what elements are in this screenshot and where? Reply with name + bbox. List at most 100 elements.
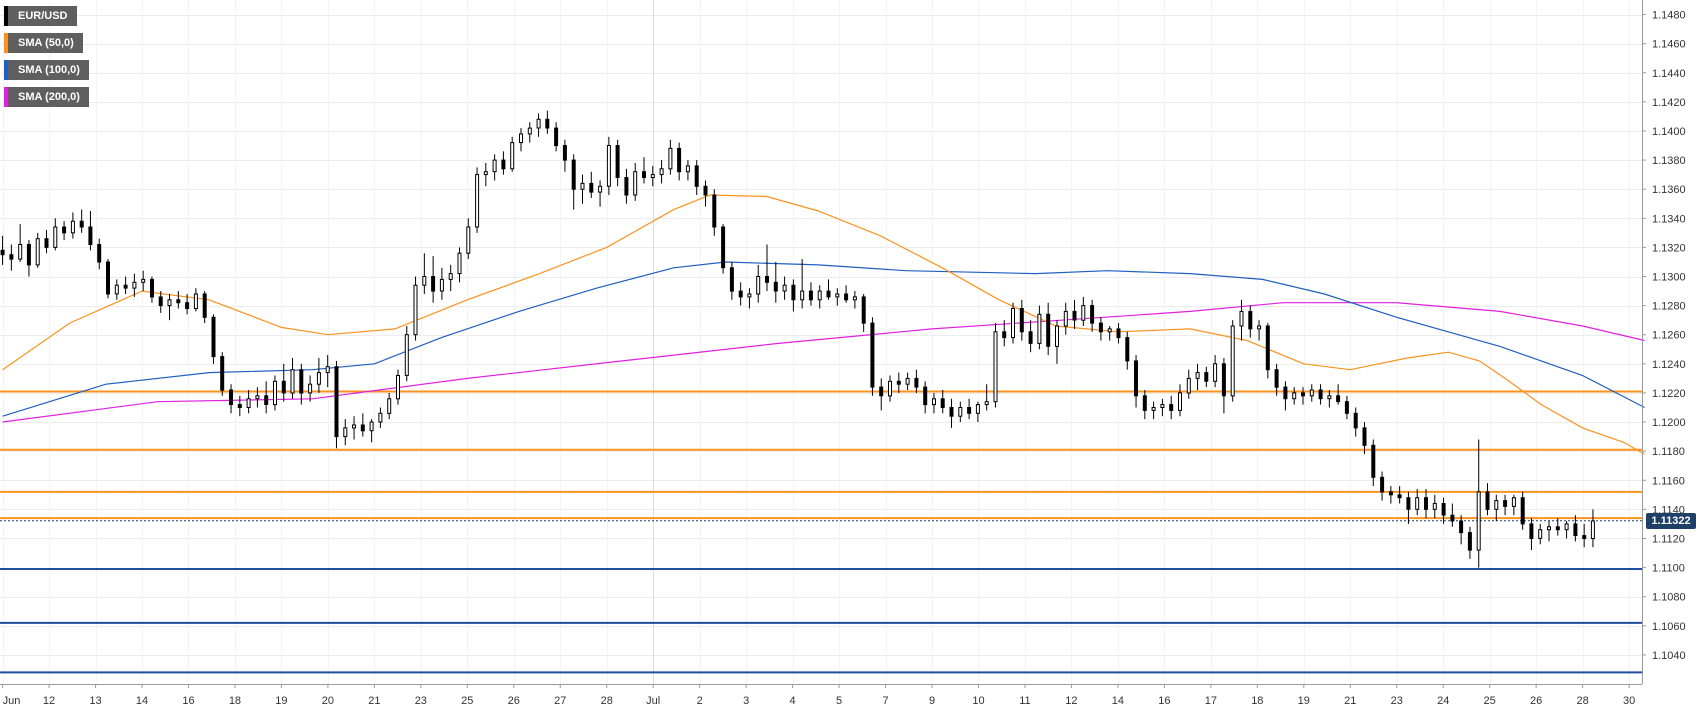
candle-bearish <box>1503 500 1508 507</box>
candle-bearish <box>545 118 550 129</box>
candle-bearish <box>185 302 190 310</box>
candle-bullish <box>650 174 655 179</box>
candle-bullish <box>580 182 585 190</box>
candle-bullish <box>1538 529 1543 539</box>
y-tick-label: 1.1420 <box>1652 97 1686 109</box>
candle-bearish <box>431 276 436 292</box>
x-tick-label: 30 <box>1623 695 1635 707</box>
candle-bearish <box>826 290 831 298</box>
sma-100-line <box>2 261 1645 417</box>
candle-bullish <box>747 293 752 298</box>
candle-bearish <box>1397 494 1402 499</box>
candle-bearish <box>123 284 128 289</box>
candle-bearish <box>1353 412 1358 429</box>
candle-bullish <box>536 118 541 129</box>
candle-bearish <box>712 194 717 228</box>
x-tick-label: Jun <box>3 695 21 707</box>
legend-eurusd[interactable]: EUR/USD <box>4 6 77 26</box>
candle-bearish <box>721 226 726 269</box>
candle-bullish <box>246 398 251 408</box>
candle-bullish <box>422 276 427 286</box>
candle-bullish <box>1011 308 1015 339</box>
candle-bearish <box>624 177 629 196</box>
candle-bearish <box>940 398 945 408</box>
x-tick-label: 21 <box>368 695 380 707</box>
candle-bullish <box>413 284 418 336</box>
candle-bearish <box>501 159 506 170</box>
legend-sma-50[interactable]: SMA (50,0) <box>4 33 83 53</box>
candle-bullish <box>685 165 690 173</box>
candle-bearish <box>1529 523 1534 540</box>
candle-bearish <box>729 267 734 292</box>
candle-bullish <box>1151 407 1156 411</box>
candle-bullish <box>1511 497 1516 507</box>
candle-bearish <box>1301 392 1305 397</box>
candle-bullish <box>1494 500 1499 510</box>
candle-bearish <box>1318 389 1323 400</box>
candle-bullish <box>457 252 462 275</box>
candle-bearish <box>1573 523 1578 537</box>
candle-bearish <box>703 185 708 196</box>
y-tick-label: 1.1400 <box>1652 126 1686 138</box>
y-tick-label: 1.1320 <box>1652 242 1686 254</box>
candle-bullish <box>255 395 260 400</box>
legend-sma-200[interactable]: SMA (200,0) <box>4 87 89 107</box>
candle-bearish <box>9 254 14 260</box>
x-tick-label: 16 <box>1158 695 1170 707</box>
candle-bullish <box>905 377 910 385</box>
candle-bearish <box>1485 491 1490 510</box>
candle-bullish <box>835 293 840 298</box>
x-tick-label: 28 <box>601 695 613 707</box>
candles <box>0 110 1595 568</box>
y-tick-label: 1.1380 <box>1652 155 1686 167</box>
candle-bearish <box>1283 386 1288 400</box>
candle-bearish <box>1134 360 1138 397</box>
candle-bearish <box>879 386 884 397</box>
candle-bearish <box>220 356 225 391</box>
candle-bullish <box>1432 503 1437 510</box>
candle-bullish <box>492 159 497 173</box>
x-tick-label: 18 <box>229 695 241 707</box>
candle-bullish <box>18 244 23 260</box>
last-price-badge: 1.11322 <box>1646 512 1696 529</box>
x-tick-label: 23 <box>1391 695 1403 707</box>
x-tick-label: 21 <box>1344 695 1356 707</box>
candle-bearish <box>677 147 682 173</box>
candle-bearish <box>694 165 699 187</box>
x-tick-label: 9 <box>929 695 935 707</box>
y-tick-label: 1.1480 <box>1652 10 1686 22</box>
candle-bullish <box>782 284 787 292</box>
legend-sma-100[interactable]: SMA (100,0) <box>4 60 89 80</box>
candle-bearish <box>202 293 207 318</box>
candle-bearish <box>44 238 49 248</box>
candle-bullish <box>1081 305 1086 321</box>
y-tick-label: 1.1340 <box>1652 213 1686 225</box>
candle-bearish <box>554 127 559 147</box>
candle-bullish <box>510 142 515 170</box>
candle-bullish <box>114 284 119 295</box>
candle-bearish <box>1467 532 1472 551</box>
candle-bearish <box>1406 497 1411 510</box>
candle-bearish <box>62 226 67 234</box>
x-tick-label: 14 <box>1112 695 1124 707</box>
candle-bearish <box>1380 476 1385 493</box>
candle-bullish <box>1257 325 1262 330</box>
x-tick-label: 12 <box>1065 695 1077 707</box>
x-axis: Jun 12 13 14 16 18 19 20 21 23 25 26 27 28 Jul 2 3 4 5 7 9 10… <box>0 684 1642 707</box>
candle-bullish <box>1239 310 1244 327</box>
candle-bullish <box>1063 310 1068 327</box>
candle-bearish <box>949 407 954 417</box>
x-tick-label: 19 <box>275 695 287 707</box>
candle-bullish <box>35 238 40 266</box>
candle-bullish <box>193 293 198 310</box>
candle-bullish <box>1309 389 1314 397</box>
candle-bearish <box>1248 310 1253 330</box>
candle-bullish <box>984 401 989 406</box>
candle-bearish <box>571 159 576 190</box>
candle-bearish <box>299 369 304 394</box>
candle-bearish <box>1388 491 1393 496</box>
candle-bullish <box>993 331 998 403</box>
candle-bullish <box>1195 372 1200 379</box>
